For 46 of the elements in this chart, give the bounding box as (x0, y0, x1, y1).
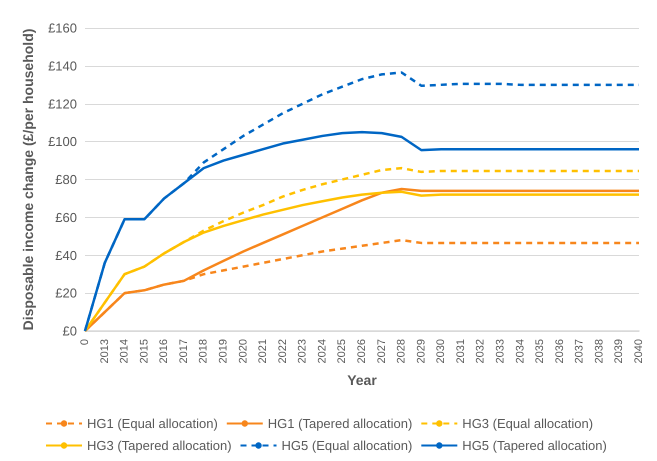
y-tick-label: £100 (48, 134, 77, 150)
x-tick-label: 2015 (138, 339, 150, 364)
x-tick-label: 2035 (534, 339, 546, 364)
legend-label: HG1 (Tapered allocation) (268, 416, 412, 431)
x-tick-label: 2017 (178, 339, 190, 364)
x-tick-label: 2016 (158, 339, 170, 364)
x-tick-label: 2013 (98, 339, 111, 364)
x-tick-label: 2038 (593, 339, 606, 364)
y-axis-title: Disposable income change (£/per household) (20, 28, 36, 330)
y-tick-label: £40 (55, 248, 77, 263)
x-tick-label: 2025 (336, 339, 348, 364)
y-tick-label: £80 (55, 172, 77, 187)
x-tick-label: 2018 (198, 339, 210, 364)
y-tick-label: £140 (48, 58, 77, 74)
y-tick-label: £20 (55, 286, 77, 301)
x-tick-label: 2022 (276, 339, 289, 364)
x-tick-label: 2039 (613, 339, 626, 364)
x-tick-label: 2040 (633, 339, 645, 364)
x-tick-label: 2024 (316, 339, 328, 364)
x-tick-label: 2027 (376, 339, 388, 364)
y-tick-label: £60 (55, 210, 77, 225)
legend-label: HG3 (Equal allocation) (462, 416, 594, 431)
x-axis-title: Year (347, 372, 378, 388)
x-tick-label: 2014 (118, 339, 131, 364)
x-tick-label: 0 (79, 339, 91, 346)
legend-label: HG5 (Equal allocation) (282, 438, 412, 453)
x-tick-label: 2034 (514, 339, 526, 364)
legend-label: HG1 (Equal allocation) (87, 416, 218, 431)
x-tick-label: 2021 (257, 339, 270, 364)
legend-label: HG3 (Tapered allocation) (87, 438, 232, 453)
x-tick-label: 2028 (396, 339, 408, 364)
x-tick-label: 2037 (574, 339, 586, 364)
x-tick-label: 2020 (237, 339, 250, 364)
y-tick-label: £0 (62, 324, 77, 338)
x-tick-label: 2019 (218, 339, 230, 364)
x-tick-label: 2023 (296, 339, 309, 364)
x-tick-label: 2029 (415, 339, 428, 364)
y-tick-label: £120 (48, 96, 77, 112)
x-tick-label: 2030 (435, 339, 448, 364)
x-tick-label: 2033 (494, 339, 506, 364)
x-tick-label: 2032 (474, 339, 487, 364)
legend-label: HG5 (Tapered allocation) (462, 438, 607, 453)
y-tick-label: £160 (48, 20, 77, 36)
x-tick-label: 2036 (554, 339, 566, 364)
x-tick-label: 2031 (454, 339, 467, 364)
x-tick-label: 2026 (356, 339, 368, 364)
